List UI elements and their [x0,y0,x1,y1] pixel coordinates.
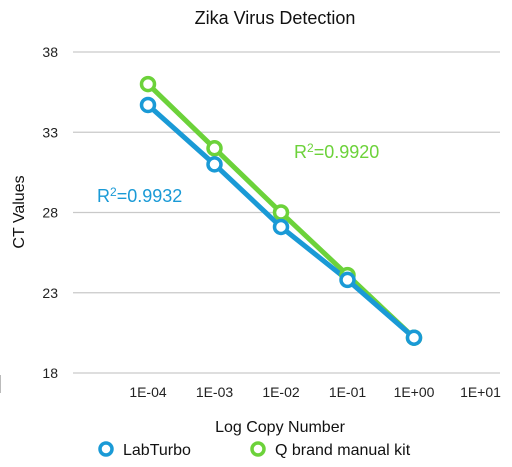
r-squared-annotation: R2=0.9932 [97,185,182,206]
x-tick-label: 1E-03 [196,384,234,400]
chart-title: Zika Virus Detection [195,8,356,28]
y-tick-label: 18 [42,365,58,381]
y-tick-labels: 18 23 28 33 38 [42,44,58,381]
x-tick-label: 1E-02 [262,384,300,400]
r-squared-annotation: R2=0.9920 [294,141,379,162]
data-point [139,96,157,114]
grid-layer [0,51,500,393]
x-tick-label: 1E-01 [329,384,367,400]
legend-label: LabTurbo [123,442,191,459]
x-tick-label: 1E-04 [129,384,167,400]
legend-marker [250,441,266,457]
data-point [272,218,290,236]
legend-marker [98,441,114,457]
y-tick-label: 38 [42,44,58,60]
x-tick-labels: 1E-04 1E-03 1E-02 1E-01 1E+00 1E+01 [129,384,501,400]
data-point [339,271,356,289]
x-tick-label: 1E+00 [394,384,435,400]
y-axis-title: CT Values [11,175,28,248]
legend: LabTurbo Q brand manual kit [98,441,411,459]
y-tick-label: 23 [42,285,58,301]
x-axis-title: Log Copy Number [215,419,346,436]
data-point [405,329,423,346]
y-tick-label: 33 [42,124,58,140]
data-point [272,204,290,221]
data-point [139,75,157,93]
y-tick-label: 28 [42,205,58,221]
data-point [206,156,223,173]
legend-label: Q brand manual kit [275,442,411,459]
series-layer: R2=0.9932 R2=0.9920 [97,75,423,346]
data-point [206,140,223,157]
x-tick-label: 1E+01 [460,384,501,400]
